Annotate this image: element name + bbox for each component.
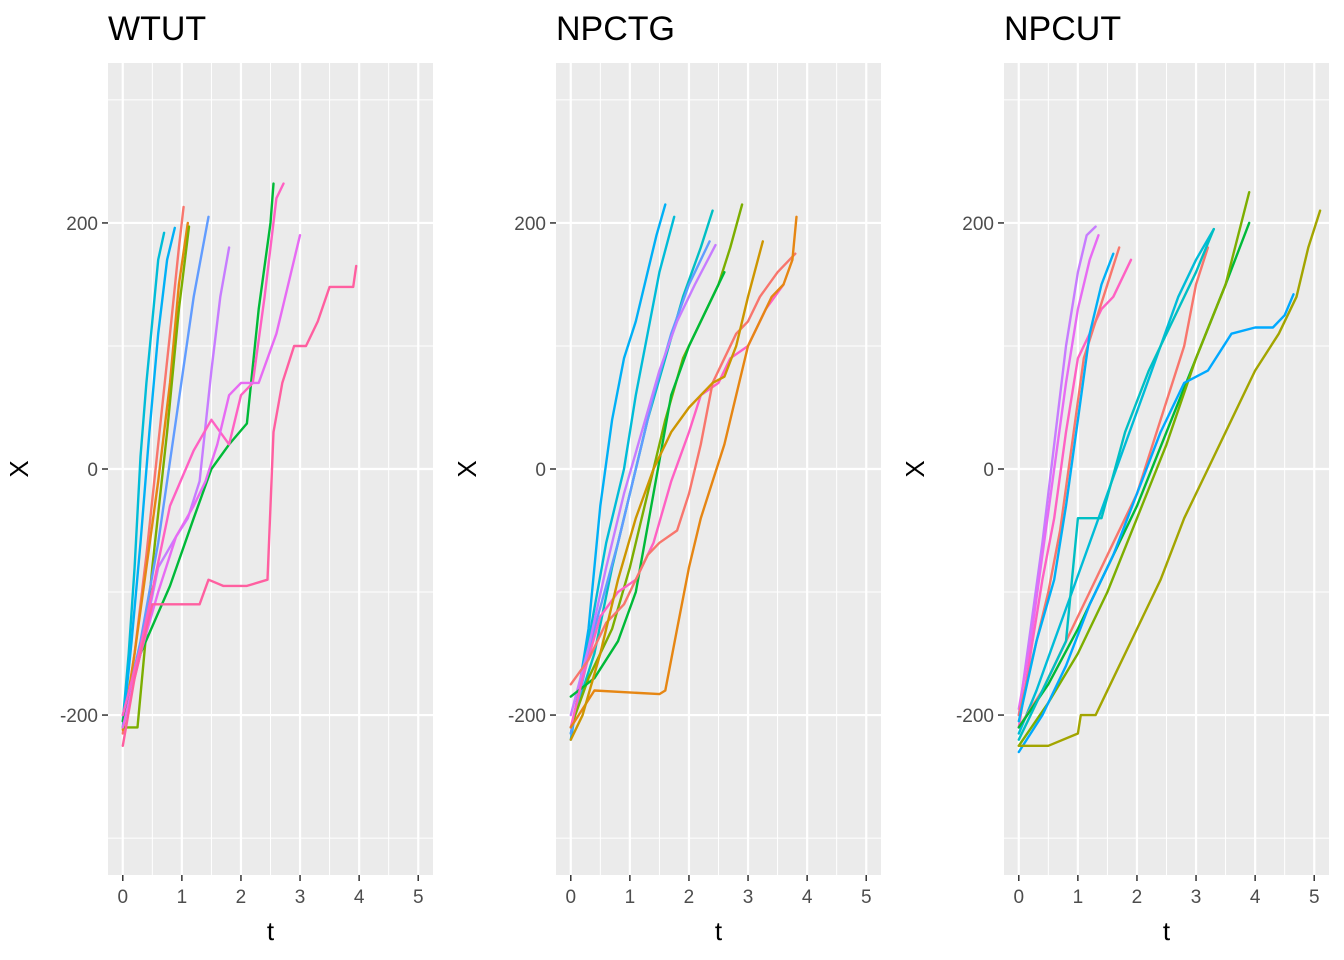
y-axis-label: X xyxy=(452,460,482,477)
y-axis-label: X xyxy=(4,460,34,477)
x-tick-label: 3 xyxy=(295,887,306,908)
y-tick-label: 0 xyxy=(535,460,546,481)
series-line-10 xyxy=(569,215,798,729)
y-tick-label: -200 xyxy=(508,706,546,727)
x-tick-label: 5 xyxy=(413,887,424,908)
series-line-1 xyxy=(569,203,667,741)
x-tick-label: 5 xyxy=(861,887,872,908)
x-tick-label: 0 xyxy=(1013,887,1024,908)
series-line-5 xyxy=(569,243,717,717)
x-tick-label: 3 xyxy=(1191,887,1202,908)
x-axis-label: t xyxy=(1163,916,1171,946)
series-line-6 xyxy=(569,203,744,729)
panel-3: 0 1 2 3 4 5 -200 0 200 NPCUT t X xyxy=(900,10,1329,946)
series-line-5 xyxy=(1017,252,1115,723)
x-tick-label: 5 xyxy=(1309,887,1320,908)
series-line-9 xyxy=(121,182,285,717)
panel-1: 0 1 2 3 4 5 -200 0 200 WTUT t X xyxy=(4,10,433,946)
series-line-11 xyxy=(569,240,764,741)
series-line-1 xyxy=(1017,225,1097,717)
x-tick-label: 2 xyxy=(684,887,695,908)
x-axis-label: t xyxy=(267,916,275,946)
series-line-10 xyxy=(1017,227,1215,741)
x-tick-label: 1 xyxy=(625,887,636,908)
y-tick-label: 0 xyxy=(983,460,994,481)
series-line-7 xyxy=(569,271,726,698)
x-tick-label: 3 xyxy=(743,887,754,908)
x-tick-label: 4 xyxy=(802,887,813,908)
series-line-2 xyxy=(569,215,676,735)
series-line-12 xyxy=(1017,209,1322,747)
series-line-1 xyxy=(121,231,166,723)
y-tick-label: -200 xyxy=(956,706,994,727)
x-tick-label: 2 xyxy=(1132,887,1143,908)
series-line-4 xyxy=(121,221,189,731)
series-line-11 xyxy=(121,264,358,747)
x-tick-label: 2 xyxy=(236,887,247,908)
y-tick-label: 200 xyxy=(962,214,994,235)
panel-title: NPCTG xyxy=(556,10,675,48)
x-tick-label: 1 xyxy=(177,887,188,908)
x-tick-label: 4 xyxy=(354,887,365,908)
panel-2: 0 1 2 3 4 5 -200 0 200 NPCTG t X xyxy=(452,10,881,946)
y-tick-label: -200 xyxy=(60,706,98,727)
x-tick-label: 1 xyxy=(1073,887,1084,908)
series-line-9 xyxy=(1017,191,1251,747)
series-line-11 xyxy=(1017,293,1295,754)
panel-title: WTUT xyxy=(108,10,206,48)
y-tick-label: 200 xyxy=(66,214,98,235)
y-axis-label: X xyxy=(900,460,930,477)
series-line-8 xyxy=(569,283,785,729)
x-tick-label: 0 xyxy=(565,887,576,908)
panel-title: NPCUT xyxy=(1004,10,1121,48)
series-line-5 xyxy=(121,225,191,729)
x-tick-label: 0 xyxy=(117,887,128,908)
series-line-6 xyxy=(1017,227,1215,735)
x-axis-label: t xyxy=(715,916,723,946)
y-tick-label: 200 xyxy=(514,214,546,235)
series-line-3 xyxy=(1017,258,1133,729)
series-line-2 xyxy=(121,226,176,729)
series-line-10 xyxy=(121,234,302,729)
x-tick-label: 4 xyxy=(1250,887,1261,908)
series-line-8 xyxy=(121,182,275,723)
y-tick-label: 0 xyxy=(87,460,98,481)
series-line-9 xyxy=(569,252,797,686)
series-line-2 xyxy=(1017,234,1100,711)
